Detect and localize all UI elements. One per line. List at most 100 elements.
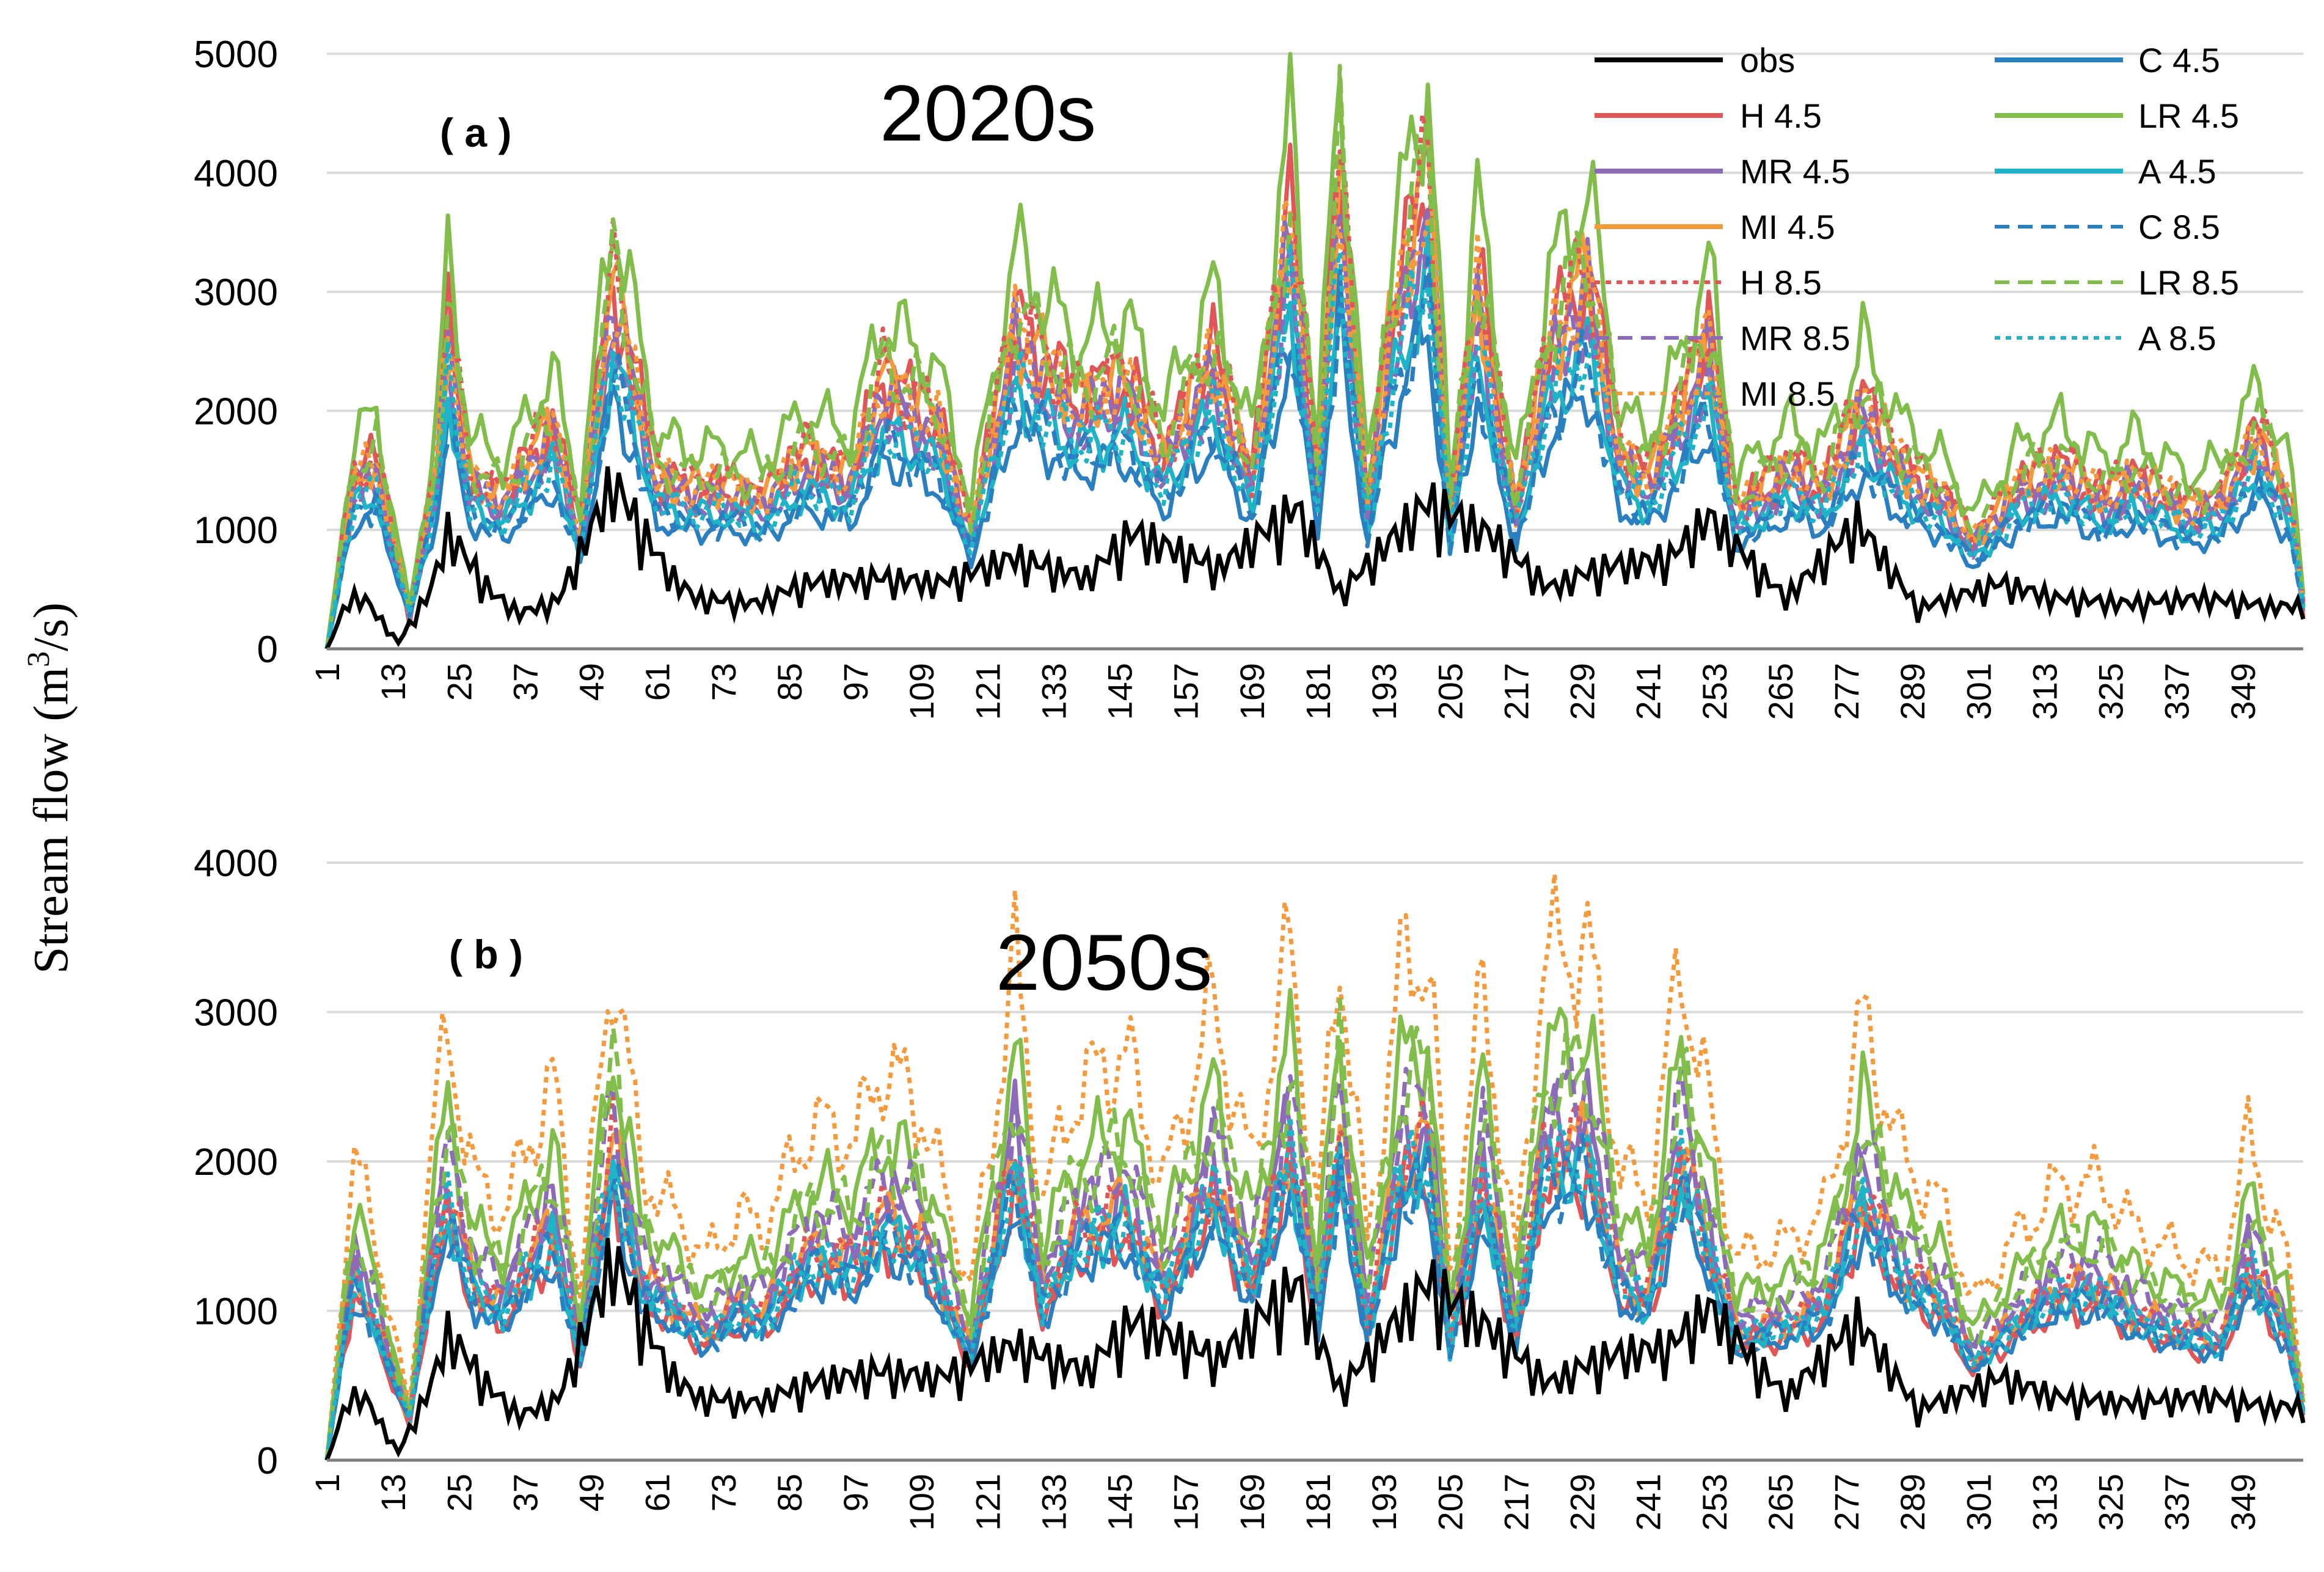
x-tick-label: 241: [1629, 1474, 1668, 1530]
x-tick-label: 133: [1035, 663, 1073, 720]
x-tick-label: 109: [902, 1474, 941, 1530]
x-tick-label: 193: [1365, 1474, 1403, 1530]
legend-label: H 8.5: [1740, 263, 1822, 302]
x-tick-label: 229: [1563, 663, 1602, 720]
x-tick-label: 205: [1431, 663, 1469, 720]
x-tick-label: 121: [968, 1474, 1007, 1530]
x-tick-label: 97: [836, 663, 875, 701]
panel-a-legend: obs C 4.5 H 4.5 LR 4.5 MR 4.5 A 4.5 MI 4.5 C 8.…: [1595, 41, 2239, 413]
x-tick-label: 349: [2224, 1474, 2262, 1530]
x-tick-label: 265: [1761, 663, 1800, 720]
y-tick-label: 2000: [194, 390, 278, 433]
x-tick-label: 133: [1035, 1474, 1073, 1530]
x-tick-label: 325: [2092, 663, 2130, 720]
legend-label: MR 8.5: [1740, 319, 1851, 357]
panel-a-title: 2020s: [880, 68, 1096, 158]
series-line-C-8-5: [324, 1133, 2306, 1460]
x-tick-label: 229: [1563, 1474, 1602, 1530]
x-tick-label: 73: [704, 1474, 743, 1512]
x-tick-label: 337: [2158, 1474, 2196, 1530]
series-line-obs: [324, 466, 2306, 650]
legend-label: A 8.5: [2138, 319, 2216, 357]
x-tick-label: 253: [1695, 1474, 1734, 1530]
x-tick-label: 169: [1233, 663, 1271, 720]
panel-a-label: ( a ): [440, 110, 511, 155]
x-tick-label: 145: [1101, 663, 1139, 720]
x-tick-label: 1: [308, 1474, 346, 1493]
y-tick-label: 3000: [194, 272, 278, 314]
legend-label: A 4.5: [2138, 152, 2216, 191]
x-tick-label: 193: [1365, 663, 1403, 720]
x-tick-label: 13: [374, 1474, 412, 1512]
panel-b-chart: 0 1000 2000 3000 4000 1 13 25 37 49 61 73 85 97 109 12…: [194, 843, 2306, 1530]
x-tick-label: 265: [1761, 1474, 1800, 1530]
x-tick-label: 289: [1893, 663, 1932, 720]
legend-label: LR 4.5: [2138, 97, 2239, 135]
x-tick-label: 337: [2158, 663, 2196, 720]
y-tick-label: 0: [257, 629, 278, 671]
y-tick-label: 1000: [194, 1291, 278, 1333]
x-tick-label: 181: [1299, 1474, 1337, 1530]
panel-b-label: ( b ): [449, 932, 523, 977]
series-line-MI-8-5: [324, 197, 2306, 649]
x-tick-label: 325: [2092, 1474, 2130, 1530]
panel-b-series: [324, 871, 2306, 1461]
y-tick-label: 5000: [194, 34, 278, 76]
x-tick-label: 157: [1167, 663, 1205, 720]
legend-label: C 4.5: [2138, 41, 2220, 79]
panel-b-title: 2050s: [996, 918, 1212, 1007]
panel-a-series: [324, 52, 2306, 650]
legend-label: obs: [1740, 41, 1795, 79]
series-line-C-4-5: [324, 268, 2306, 649]
x-tick-label: 13: [374, 663, 412, 701]
y-tick-label: 2000: [194, 1141, 278, 1183]
x-tick-label: 157: [1167, 1474, 1205, 1530]
legend-label: LR 8.5: [2138, 263, 2239, 302]
x-tick-label: 49: [572, 1474, 611, 1512]
legend-label: MI 8.5: [1740, 375, 1835, 413]
x-tick-label: 37: [506, 1474, 544, 1512]
y-tick-label: 0: [257, 1440, 278, 1482]
x-tick-label: 25: [440, 1474, 478, 1512]
x-tick-label: 121: [968, 663, 1007, 720]
x-tick-label: 97: [836, 1474, 875, 1512]
x-tick-label: 277: [1827, 1474, 1866, 1530]
x-tick-label: 25: [440, 663, 478, 701]
x-tick-label: 217: [1497, 663, 1535, 720]
panel-b-y-ticks: 0 1000 2000 3000 4000: [194, 843, 278, 1482]
x-tick-label: 349: [2224, 663, 2262, 720]
y-tick-label: 4000: [194, 843, 278, 885]
x-tick-label: 49: [572, 663, 611, 701]
x-tick-label: 313: [2026, 1474, 2064, 1530]
series-line-LR-8-5: [324, 998, 2306, 1461]
x-tick-label: 145: [1101, 1474, 1139, 1530]
x-tick-label: 85: [770, 663, 809, 701]
x-tick-label: 301: [1959, 1474, 1998, 1530]
series-line-LR-4-5: [324, 987, 2306, 1461]
x-tick-label: 313: [2026, 663, 2064, 720]
x-tick-label: 61: [638, 1474, 677, 1512]
x-tick-label: 109: [902, 663, 941, 720]
series-line-MI-8-5: [324, 871, 2306, 1461]
x-tick-label: 277: [1827, 663, 1866, 720]
panel-a-x-ticks: 1 13 25 37 49 61 73 85 97 109 121 133 145 157 169 181 19…: [308, 663, 2262, 720]
x-tick-label: 73: [704, 663, 743, 701]
x-tick-label: 37: [506, 663, 544, 701]
legend-label: MR 4.5: [1740, 152, 1851, 191]
x-tick-label: 289: [1893, 1474, 1932, 1530]
series-line-A-8-5: [324, 1114, 2306, 1461]
x-tick-label: 181: [1299, 663, 1337, 720]
panel-a-y-ticks: 0 1000 2000 3000 4000 5000: [194, 34, 278, 671]
series-line-obs: [324, 1238, 2306, 1461]
x-tick-label: 217: [1497, 1474, 1535, 1530]
x-tick-label: 61: [638, 663, 677, 701]
x-tick-label: 301: [1959, 663, 1998, 720]
x-tick-label: 241: [1629, 663, 1668, 720]
y-axis-label: Stream flow (m3/s): [21, 602, 78, 974]
panel-b-x-ticks: 1 13 25 37 49 61 73 85 97 109 121 133 145 157 169 181 19…: [308, 1474, 2262, 1530]
x-tick-label: 169: [1233, 1474, 1271, 1530]
series-line-A-8-5: [324, 241, 2306, 649]
